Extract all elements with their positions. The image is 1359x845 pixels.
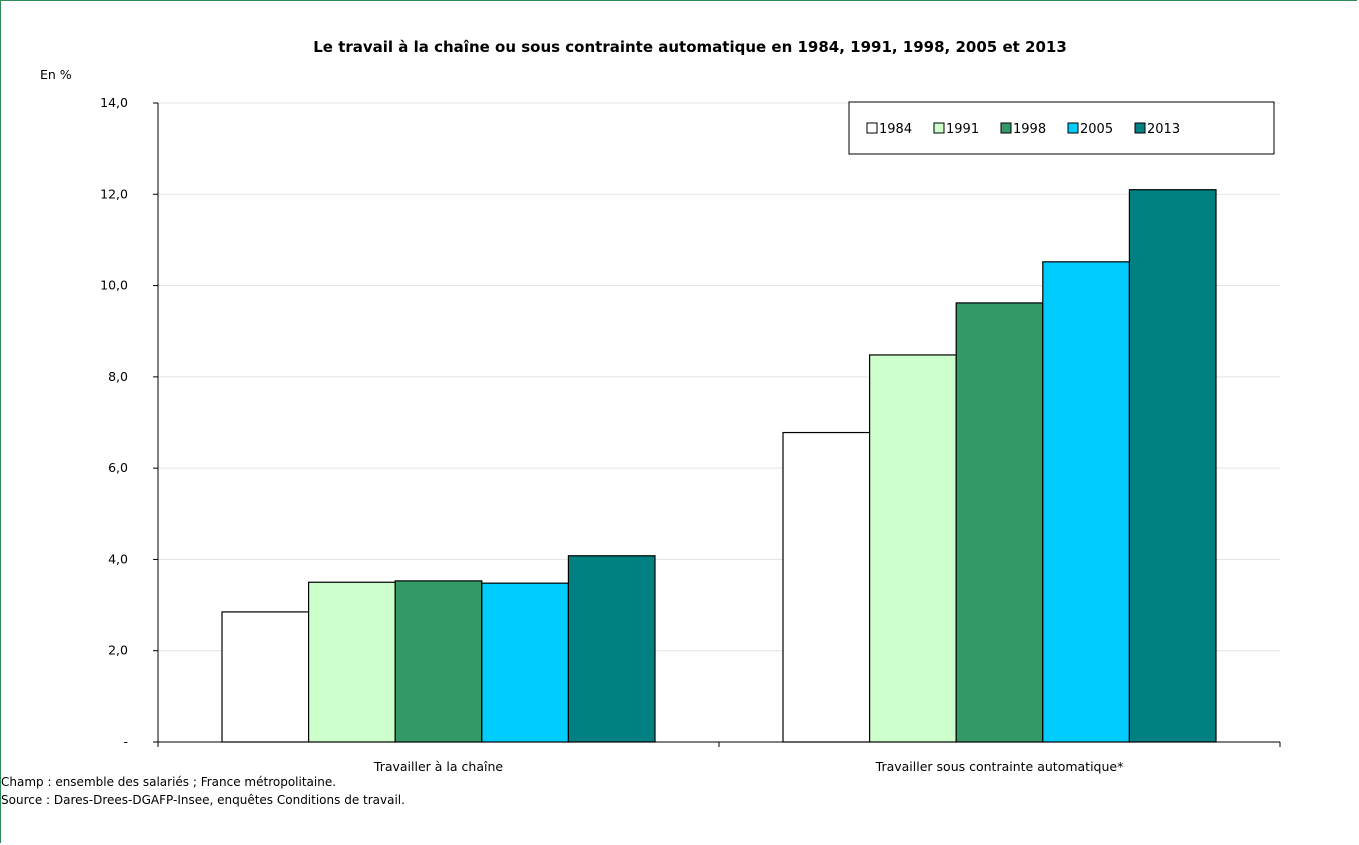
chart-notes: Champ : ensemble des salariés ; France m… (1, 773, 405, 809)
legend-label-1991: 1991 (946, 122, 979, 137)
y-tick-label: 4,0 (108, 551, 128, 566)
y-tick-label: 2,0 (108, 643, 128, 658)
bar-1991-1 (308, 581, 396, 743)
source-note: Source : Dares-Drees-DGAFP-Insee, enquêt… (1, 793, 405, 807)
y-tick-label: 14,0 (100, 95, 128, 110)
bar-1998-2 (955, 302, 1044, 743)
bar-2013-1 (567, 555, 656, 743)
bar-2005-2 (1042, 261, 1131, 743)
y-tick-label: - (123, 734, 128, 749)
bar-1984-1 (221, 611, 310, 743)
legend-swatch-2013 (1134, 122, 1146, 134)
y-tick-label: 12,0 (100, 186, 128, 201)
legend-label-2005: 2005 (1080, 122, 1113, 137)
legend-label-1998: 1998 (1013, 122, 1046, 137)
bar-1998-1 (394, 580, 483, 743)
y-tick-label: 6,0 (108, 460, 128, 475)
y-tick-label: 10,0 (100, 278, 128, 293)
legend-swatch-1984 (866, 122, 878, 134)
bar-1984-2 (782, 431, 871, 743)
legend-swatch-2005 (1067, 122, 1079, 134)
legend-box (848, 101, 1275, 155)
champ-note: Champ : ensemble des salariés ; France m… (1, 775, 337, 789)
y-tick-label: 8,0 (108, 369, 128, 384)
bar-1991-2 (868, 354, 957, 743)
legend-label-1984: 1984 (879, 122, 912, 137)
legend-swatch-1998 (1000, 122, 1012, 134)
chart-title: Le travail à la chaîne ou sous contraint… (313, 38, 1067, 56)
y-axis-label: En % (40, 67, 72, 82)
bar-2013-2 (1128, 189, 1217, 743)
bar-2005-1 (481, 582, 569, 743)
bars (221, 189, 1217, 743)
legend-swatch-1991 (933, 122, 945, 134)
axes: - 2,0 4,0 6,0 8,0 10,0 12,0 14,0 Travailler à la… (100, 95, 1281, 774)
legend: 1984 1991 1998 2005 2013 (848, 101, 1275, 155)
x-category-label: Travailler sous contrainte automatique* (875, 759, 1124, 774)
legend-label-2013: 2013 (1147, 122, 1180, 137)
x-category-label: Travailler à la chaîne (373, 759, 503, 774)
